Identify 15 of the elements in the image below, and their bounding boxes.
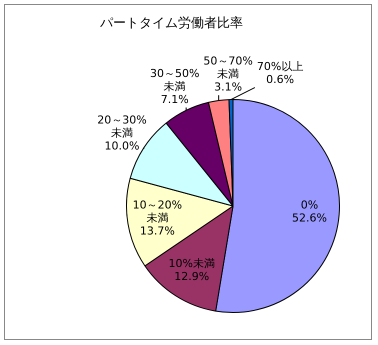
data-label: 3.1% (214, 80, 242, 94)
slice-label: 0% (300, 198, 318, 212)
data-label: 13.7% (140, 224, 175, 238)
slice-label: 20～30%未満 (97, 113, 147, 140)
data-label: 52.6% (292, 212, 327, 225)
slice-label: 70%以上 (256, 60, 304, 73)
slice-label: 10～20%未満 (132, 198, 182, 225)
data-label: 7.1% (160, 92, 189, 106)
slice-label: 50～70%未満 (203, 54, 253, 81)
slice-label: 30～50%未満 (150, 66, 200, 93)
chart-title: パートタイム労働者比率 (99, 14, 243, 31)
data-label: 12.9% (174, 270, 210, 283)
data-label: 0.6% (266, 72, 294, 86)
data-label: 10.0% (104, 139, 140, 152)
slice-label: 10%未満 (168, 256, 215, 270)
